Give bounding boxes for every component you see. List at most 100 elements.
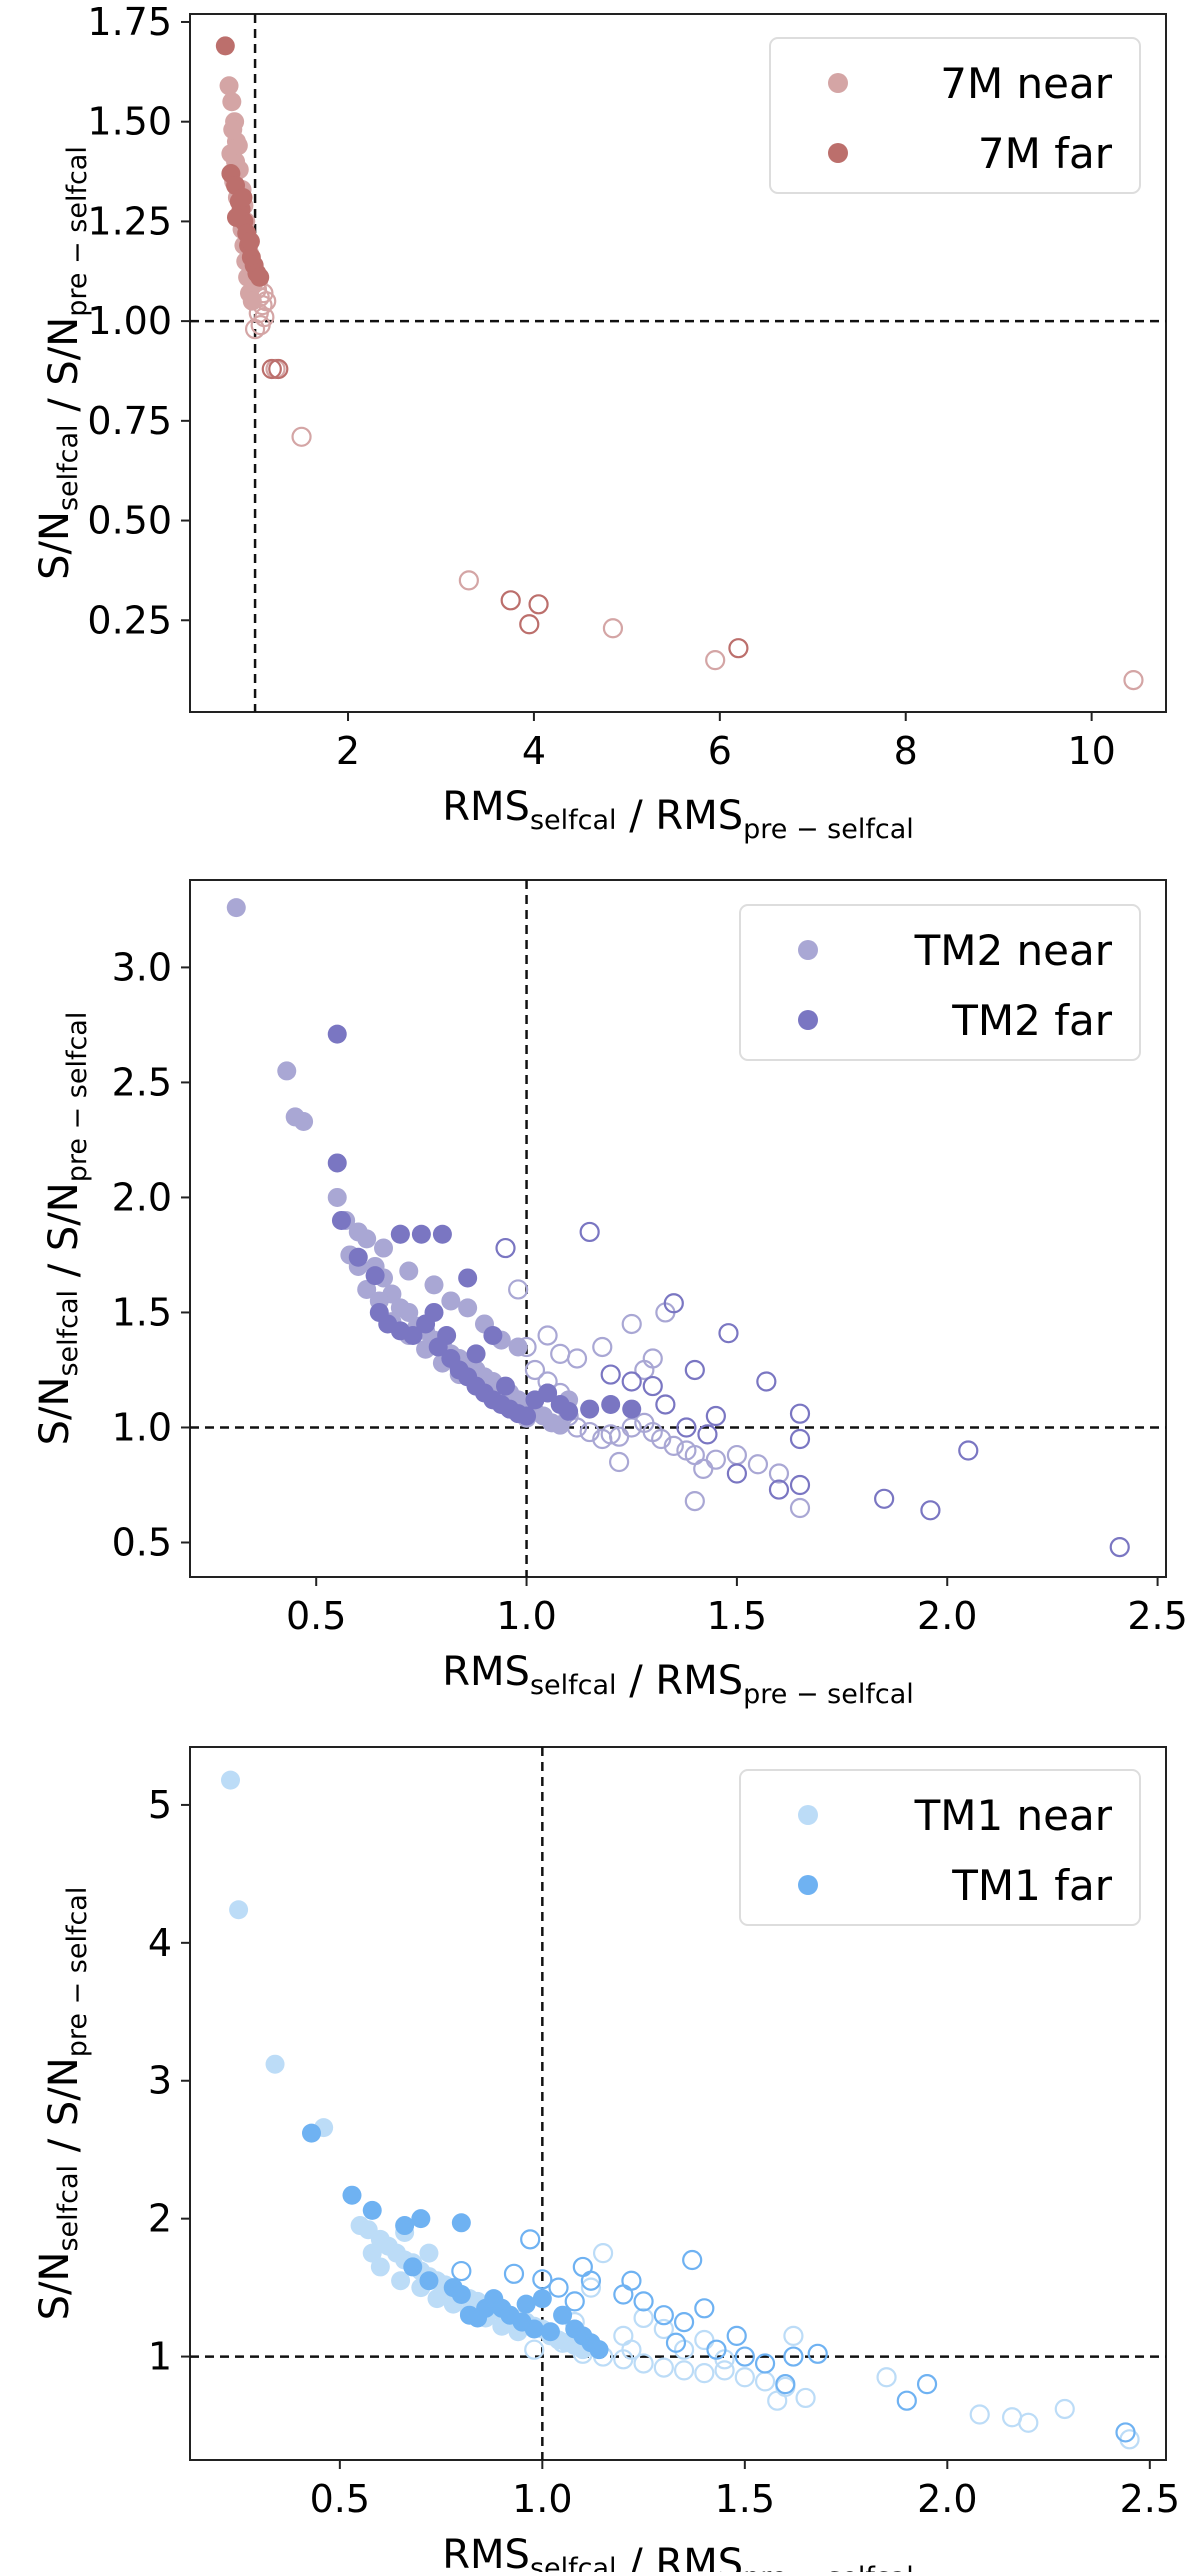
data-point bbox=[663, 1293, 684, 1314]
data-point bbox=[1123, 669, 1144, 691]
data-point bbox=[528, 594, 549, 615]
x-tick-label: 2.0 bbox=[917, 2477, 977, 2521]
legend-label: TM2 far bbox=[951, 996, 1112, 1045]
data-point bbox=[726, 2325, 747, 2346]
data-point bbox=[215, 36, 235, 56]
data-point bbox=[427, 2289, 447, 2309]
data-point bbox=[633, 2291, 654, 2312]
data-point bbox=[754, 2353, 776, 2374]
data-point bbox=[682, 2249, 703, 2271]
data-point bbox=[362, 2243, 382, 2263]
data-point bbox=[540, 2322, 560, 2342]
data-point bbox=[580, 2270, 602, 2291]
x-tick-label: 0.5 bbox=[286, 1594, 346, 1638]
data-point bbox=[789, 1428, 811, 1450]
data-point bbox=[250, 267, 270, 287]
x-tick-label: 2 bbox=[336, 729, 360, 773]
data-point bbox=[419, 2243, 439, 2263]
data-point bbox=[374, 1238, 394, 1258]
data-point bbox=[705, 1449, 726, 1470]
data-point bbox=[419, 2271, 439, 2291]
data-point bbox=[633, 2353, 654, 2374]
series-7m-far-filled- bbox=[215, 36, 270, 287]
chart-panel-2: 0.5 1.0 1.5 2.0 2.5 0.5 1.0 1.5 2.0 2.5 3.0 TM2 nea… bbox=[32, 879, 1188, 1710]
data-point bbox=[789, 1497, 811, 1519]
data-point bbox=[795, 2387, 816, 2409]
y-tick-label: 2.5 bbox=[112, 1060, 172, 1104]
y-tick-label: 1.00 bbox=[87, 299, 172, 343]
legend-marker bbox=[828, 73, 848, 93]
data-point bbox=[458, 1268, 478, 1288]
legend-label: TM1 far bbox=[951, 1861, 1112, 1910]
data-point bbox=[223, 120, 243, 140]
data-point bbox=[228, 136, 248, 156]
x-axis-label: RMSselfcal / RMSpre − selfcal bbox=[442, 1649, 914, 1710]
data-point bbox=[653, 2305, 674, 2326]
data-point bbox=[553, 2305, 573, 2325]
data-point bbox=[550, 1343, 571, 1364]
legend-marker bbox=[798, 1010, 818, 1030]
y-axis-label: S/Nselfcal / S/Npre − selfcal bbox=[32, 1012, 93, 1446]
data-point bbox=[500, 590, 521, 611]
data-point bbox=[718, 1323, 739, 1344]
data-point bbox=[559, 1401, 579, 1421]
data-point bbox=[520, 2229, 541, 2250]
data-point bbox=[767, 2390, 788, 2411]
data-point bbox=[579, 1221, 600, 1243]
data-point bbox=[969, 2404, 990, 2425]
y-tick-label: 1.75 bbox=[87, 0, 172, 44]
data-point bbox=[240, 231, 260, 251]
data-point bbox=[622, 1399, 642, 1419]
x-tick-label: 1.0 bbox=[512, 2477, 572, 2521]
data-point bbox=[508, 1337, 528, 1357]
data-point bbox=[684, 1359, 705, 1381]
data-point bbox=[896, 2390, 917, 2411]
y-tick-label: 3.0 bbox=[112, 945, 172, 989]
data-point bbox=[411, 1224, 431, 1244]
legend: 7M near 7M far bbox=[769, 37, 1141, 194]
data-point bbox=[508, 1279, 529, 1300]
data-point bbox=[1115, 2422, 1136, 2443]
data-point bbox=[673, 2360, 695, 2381]
data-point bbox=[734, 2367, 755, 2388]
y-tick-label: 1.25 bbox=[87, 199, 172, 243]
x-tick-label: 2.0 bbox=[917, 1594, 977, 1638]
data-point bbox=[219, 76, 239, 96]
y-tick-label: 0.75 bbox=[87, 399, 172, 443]
data-point bbox=[229, 1900, 249, 1920]
data-point bbox=[226, 898, 246, 918]
data-point bbox=[665, 2332, 687, 2353]
data-point bbox=[441, 1291, 461, 1311]
data-point bbox=[673, 2311, 695, 2333]
data-point bbox=[633, 2307, 654, 2329]
data-point bbox=[580, 1399, 600, 1419]
data-point bbox=[261, 358, 282, 380]
legend: TM2 near TM2 far bbox=[739, 904, 1141, 1061]
data-point bbox=[663, 1435, 684, 1456]
legend-label: TM2 near bbox=[914, 926, 1113, 975]
legend-marker bbox=[828, 143, 848, 163]
data-point bbox=[327, 1024, 347, 1044]
data-point bbox=[403, 2257, 423, 2277]
data-point bbox=[548, 2277, 569, 2298]
data-point bbox=[734, 2346, 755, 2367]
data-point bbox=[451, 2213, 471, 2233]
data-point bbox=[365, 1266, 385, 1286]
data-point bbox=[1109, 1536, 1130, 1558]
data-point bbox=[458, 1298, 478, 1318]
data-point bbox=[250, 315, 271, 336]
data-point bbox=[403, 1325, 423, 1345]
chart-panel-1: 2 4 6 8 10 0.25 0.50 0.75 1.00 1.25 1.50 1.75 7M nea… bbox=[32, 0, 1167, 845]
data-point bbox=[651, 1428, 672, 1450]
data-point bbox=[437, 1325, 457, 1345]
y-tick-label: 3 bbox=[148, 2059, 172, 2103]
y-axis-label: S/Nselfcal / S/Npre − selfcal bbox=[32, 1887, 93, 2321]
x-tick-label: 2.5 bbox=[1127, 1594, 1187, 1638]
data-point bbox=[600, 1424, 621, 1445]
data-point bbox=[432, 1224, 452, 1244]
data-point bbox=[277, 1061, 297, 1081]
data-point bbox=[706, 2339, 727, 2360]
y-tick-label: 0.25 bbox=[87, 598, 172, 642]
data-point bbox=[621, 2270, 642, 2291]
series-7m-far-open- bbox=[261, 358, 749, 659]
